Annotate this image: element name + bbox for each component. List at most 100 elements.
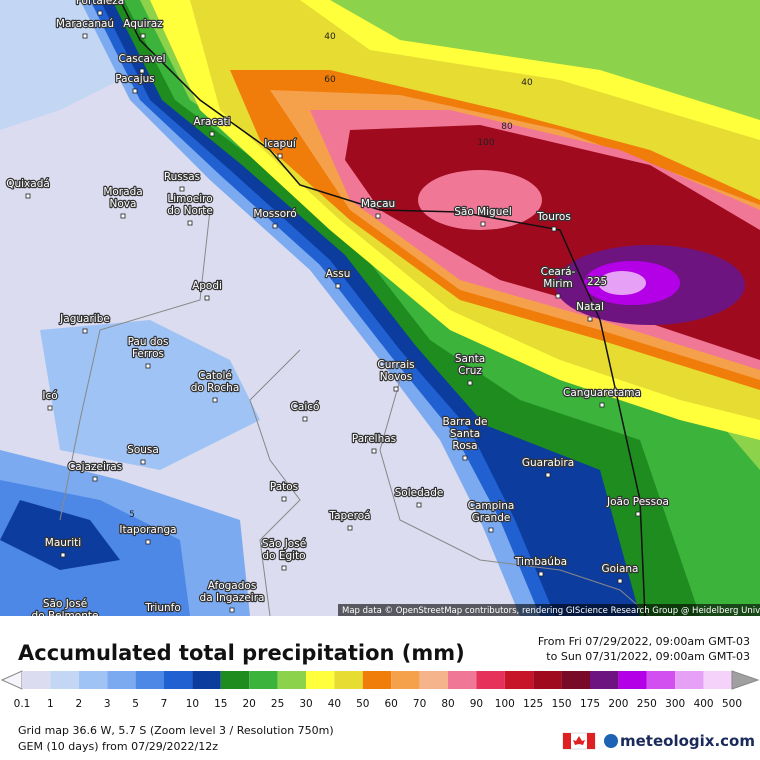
- city-label: do Norte: [167, 205, 213, 217]
- legend-swatch: [164, 671, 193, 689]
- city-marker: [538, 571, 544, 577]
- city-marker: [462, 455, 468, 461]
- city-marker: [599, 402, 605, 408]
- city-label: Russas: [164, 171, 200, 183]
- city-label: Ferros: [132, 348, 164, 360]
- legend-arrow-left: [0, 670, 23, 690]
- city-marker: [347, 525, 353, 531]
- legend-label: 125: [523, 698, 543, 710]
- legend-label: 70: [413, 698, 426, 710]
- city-label: do Rocha: [191, 382, 240, 394]
- city-marker: [161, 618, 165, 622]
- legend-swatch: [50, 671, 79, 689]
- legend-label: 300: [665, 698, 685, 710]
- city-marker: [179, 186, 185, 192]
- city-label: Aquiraz: [123, 18, 163, 30]
- legend-swatch: [306, 671, 335, 689]
- grid-info: Grid map 36.6 W, 5.7 S (Zoom level 3 / R…: [18, 724, 334, 737]
- city-marker: [82, 328, 88, 334]
- city-label: Caicó: [291, 401, 320, 413]
- legend-swatch: [22, 671, 51, 689]
- city-label: Taperoá: [328, 510, 370, 522]
- legend-label: 90: [470, 698, 483, 710]
- city-label: Ceará-: [541, 266, 576, 278]
- legend-label: 3: [104, 698, 111, 710]
- legend-swatch: [703, 671, 732, 689]
- city-label: Apodi: [192, 280, 222, 292]
- legend-label: 250: [637, 698, 657, 710]
- city-marker: [63, 626, 67, 630]
- legend-label: 500: [722, 698, 742, 710]
- city-label: Morada: [103, 186, 142, 198]
- legend-label: 1: [47, 698, 54, 710]
- city-marker: [145, 363, 151, 369]
- city-label: Barra de: [443, 416, 488, 428]
- legend-label: 150: [552, 698, 572, 710]
- city-label: Patos: [270, 481, 298, 493]
- city-label: Pau dos: [128, 336, 169, 348]
- legend-swatch: [362, 671, 392, 689]
- city-label: Jaguaribe: [59, 313, 110, 325]
- city-marker: [132, 88, 138, 94]
- city-marker: [393, 386, 399, 392]
- legend-label: 10: [186, 698, 199, 710]
- city-label: Grande: [472, 512, 511, 524]
- city-marker: [212, 397, 218, 403]
- attribution: Map data © OpenStreetMap contributors, r…: [342, 606, 760, 616]
- city-marker: [229, 607, 235, 613]
- city-label: Mauriti: [45, 537, 81, 549]
- legend-label: 2: [75, 698, 82, 710]
- legend-label: 7: [161, 698, 168, 710]
- legend-swatch: [249, 671, 278, 689]
- legend-label: 175: [580, 698, 600, 710]
- legend-swatch: [192, 671, 221, 689]
- legend-swatch: [448, 671, 477, 689]
- legend-label: 0.1: [14, 698, 31, 710]
- city-label: Catolé: [198, 370, 232, 382]
- city-label: Triunfo: [144, 602, 181, 614]
- legend-swatch: [561, 671, 590, 689]
- time-to: to Sun 07/31/2022, 09:00am GMT-03: [546, 650, 750, 663]
- city-label: Cruz: [458, 365, 482, 377]
- city-marker: [277, 153, 283, 159]
- city-label: Pacajus: [115, 73, 155, 85]
- city-label: Cajazeiras: [68, 461, 122, 473]
- city-label: do Egito: [262, 550, 305, 562]
- city-marker: [371, 448, 377, 454]
- legend-label: 25: [271, 698, 284, 710]
- city-label: João Pessoa: [606, 496, 669, 508]
- city-label: Afogados: [208, 580, 257, 592]
- city-label: Campina: [468, 500, 515, 512]
- city-marker: [120, 213, 126, 219]
- city-marker: [467, 380, 473, 386]
- city-marker: [375, 213, 381, 219]
- legend-label: 100: [495, 698, 515, 710]
- city-label: Cascavel: [118, 53, 165, 65]
- city-marker: [617, 578, 623, 584]
- city-marker: [416, 502, 422, 508]
- legend-swatch: [135, 671, 164, 689]
- city-marker: [60, 552, 66, 558]
- city-marker: [145, 539, 151, 545]
- city-label: Itaporanga: [119, 524, 176, 536]
- legend-swatch: [277, 671, 306, 689]
- city-label: São José: [43, 598, 87, 610]
- map: Fortaleza Maracanaú Aquiraz Cascavel Pacajus…: [0, 0, 760, 630]
- legend-label: 5: [132, 698, 139, 710]
- legend-label: 50: [356, 698, 369, 710]
- city-marker: [587, 316, 593, 322]
- city-label: do Belmonte: [32, 610, 99, 622]
- flag: [562, 732, 618, 750]
- city-label: Goiana: [601, 563, 638, 575]
- legend-label: 200: [608, 698, 628, 710]
- city-label: Natal: [576, 301, 604, 313]
- city-marker: [139, 68, 145, 74]
- city-label: Novos: [380, 371, 412, 383]
- city-label: São José: [262, 538, 306, 550]
- city-marker: [209, 131, 215, 137]
- city-label: Sousa: [127, 444, 159, 456]
- city-marker: [140, 459, 146, 465]
- city-marker: [488, 527, 494, 533]
- city-marker: [92, 476, 98, 482]
